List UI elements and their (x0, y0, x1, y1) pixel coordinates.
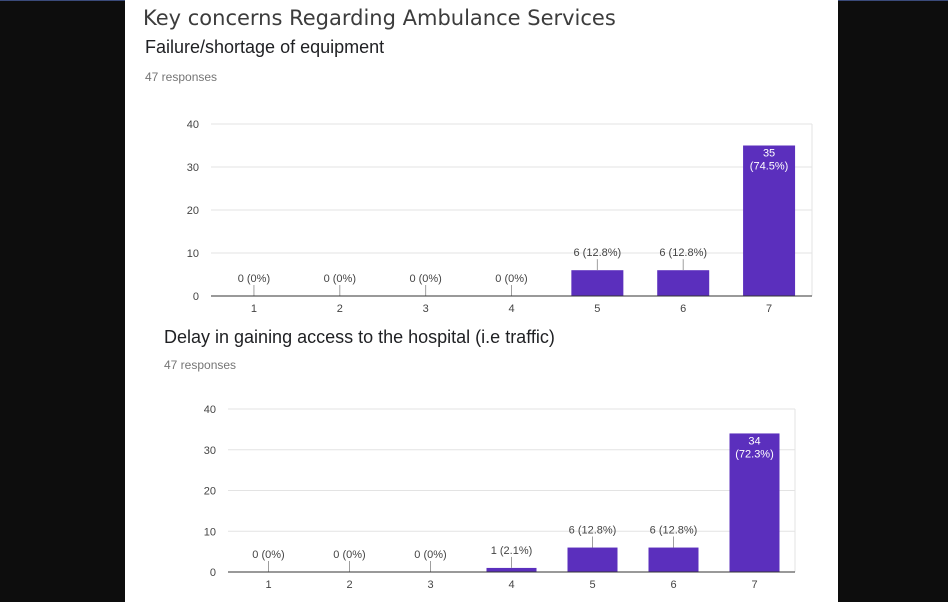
bar-chart-hospital-access: 0 10 20 30 40 1 0 (0%) 2 0 (0%) 3 0 (0%) 4 1 (2.1%) 5… (204, 404, 796, 591)
data-label: 6 (12.8%) (574, 247, 622, 259)
y-tick-label: 40 (204, 404, 216, 416)
chart-1-title: Failure/shortage of equipment (145, 37, 385, 57)
chart-2-responses: 47 responses (164, 358, 237, 372)
x-tick-label: 6 (670, 579, 676, 591)
top-accent-line-left (0, 0, 125, 1)
x-tick-label: 5 (594, 303, 600, 315)
data-label: 6 (12.8%) (569, 525, 617, 537)
x-tick-label: 1 (251, 303, 257, 315)
y-tick-label: 20 (204, 486, 216, 498)
x-tick-label: 7 (751, 579, 757, 591)
y-tick-label: 30 (187, 162, 199, 174)
data-label: 0 (0%) (324, 273, 356, 285)
x-tick-label: 2 (346, 579, 352, 591)
data-label: 6 (12.8%) (659, 247, 707, 259)
data-label: 0 (0%) (409, 273, 441, 285)
y-tick-label: 0 (210, 567, 216, 579)
data-label: 0 (0%) (252, 549, 284, 561)
data-label: 0 (0%) (414, 549, 446, 561)
data-label: 1 (2.1%) (491, 545, 533, 557)
y-tick-label: 0 (193, 291, 199, 303)
y-tick-label: 20 (187, 205, 199, 217)
bar (567, 547, 618, 572)
x-tick-label: 7 (766, 303, 772, 315)
y-tick-label: 10 (187, 248, 199, 260)
y-tick-label: 10 (204, 526, 216, 538)
bar (729, 433, 780, 572)
x-tick-label: 4 (508, 303, 514, 315)
x-tick-label: 6 (680, 303, 686, 315)
x-tick-label: 2 (337, 303, 343, 315)
x-tick-label: 4 (508, 579, 514, 591)
bar (486, 567, 537, 572)
data-label: (72.3%) (735, 448, 774, 460)
y-tick-label: 30 (204, 445, 216, 457)
data-label: (74.5%) (750, 161, 789, 173)
x-tick-label: 5 (589, 579, 595, 591)
bar (743, 145, 796, 296)
x-tick-label: 3 (423, 303, 429, 315)
y-tick-label: 40 (187, 119, 199, 131)
form-summary-panel: Key concerns Regarding Ambulance Service… (125, 0, 838, 602)
top-accent-line-right (838, 0, 948, 1)
data-label: 35 (763, 148, 775, 160)
page-title: Key concerns Regarding Ambulance Service… (143, 6, 616, 30)
bar-chart-equipment: 0 10 20 30 40 1 0 (0%) 2 0 (0%) 3 0 (0%) 4 0 (0%) 5 6 … (187, 119, 813, 315)
data-label: 0 (0%) (238, 273, 270, 285)
bar (571, 270, 624, 296)
chart-1-responses: 47 responses (145, 70, 218, 84)
bar (648, 547, 699, 572)
data-label: 6 (12.8%) (650, 525, 698, 537)
data-label: 0 (0%) (495, 273, 527, 285)
x-tick-label: 3 (427, 579, 433, 591)
bar (657, 270, 710, 296)
data-label: 0 (0%) (333, 549, 365, 561)
chart-2-title: Delay in gaining access to the hospital … (164, 327, 555, 347)
x-tick-label: 1 (265, 579, 271, 591)
data-label: 34 (748, 435, 760, 447)
